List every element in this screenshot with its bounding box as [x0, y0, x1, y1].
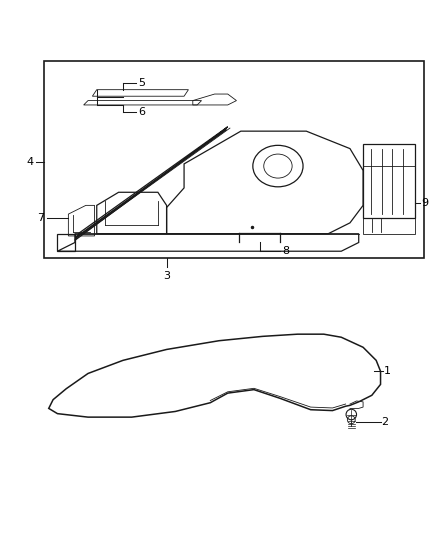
Text: 6: 6: [138, 107, 145, 117]
Text: 7: 7: [37, 214, 44, 223]
Text: 8: 8: [283, 246, 290, 256]
Text: 3: 3: [163, 271, 170, 281]
Bar: [44, 61, 424, 258]
Text: 4: 4: [26, 157, 33, 167]
Text: 1: 1: [384, 366, 391, 376]
Text: 2: 2: [381, 417, 389, 427]
Text: 5: 5: [138, 78, 145, 88]
Text: 9: 9: [421, 198, 428, 208]
